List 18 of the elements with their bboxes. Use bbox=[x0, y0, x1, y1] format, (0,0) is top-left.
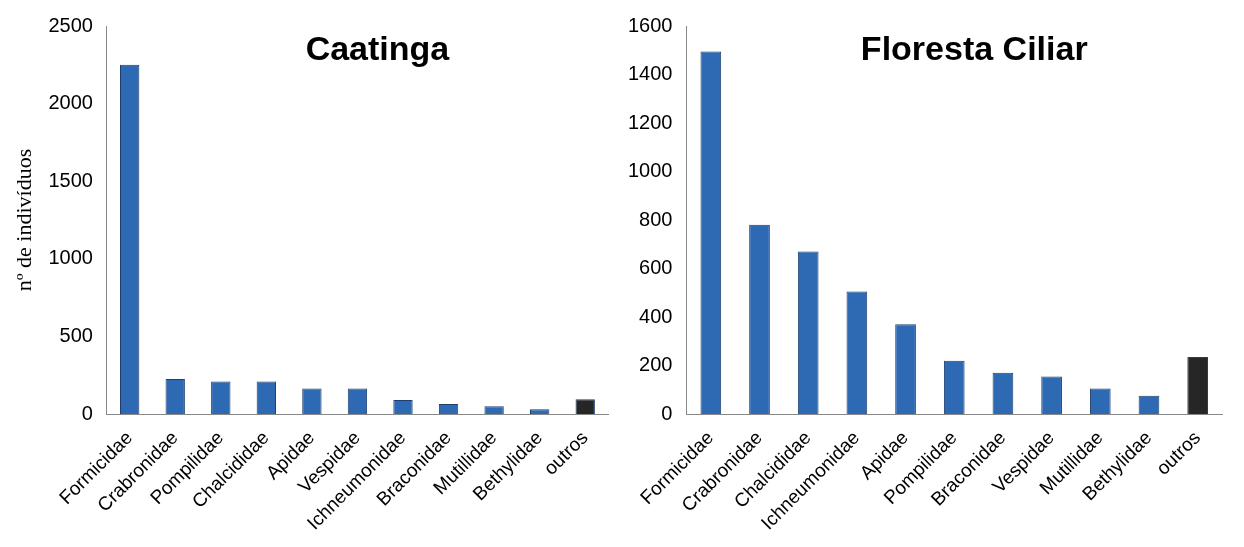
y-axis-title: nº de indivíduos bbox=[10, 148, 36, 292]
y-tick-label: 0 bbox=[81, 401, 93, 424]
y-tick-label: 800 bbox=[639, 207, 673, 230]
y-tick-label: 1000 bbox=[627, 159, 673, 182]
y-tick-label: 1500 bbox=[48, 168, 93, 191]
y-tick-label: 2000 bbox=[48, 91, 93, 114]
chart-title: Floresta Ciliar bbox=[860, 29, 1088, 68]
y-tick-label: 1600 bbox=[627, 13, 673, 36]
y-tick-label: 1400 bbox=[627, 62, 673, 85]
y-tick-label: 2500 bbox=[48, 13, 93, 36]
y-tick-label: 1000 bbox=[48, 246, 93, 269]
y-tick-label: 600 bbox=[639, 256, 673, 279]
y-tick-label: 0 bbox=[661, 401, 673, 424]
chart-title: Caatinga bbox=[305, 29, 451, 68]
y-tick-label: 400 bbox=[639, 304, 673, 327]
y-tick-label: 500 bbox=[59, 323, 93, 346]
y-tick-label: 1200 bbox=[627, 110, 673, 133]
y-tick-label: 200 bbox=[639, 353, 673, 376]
